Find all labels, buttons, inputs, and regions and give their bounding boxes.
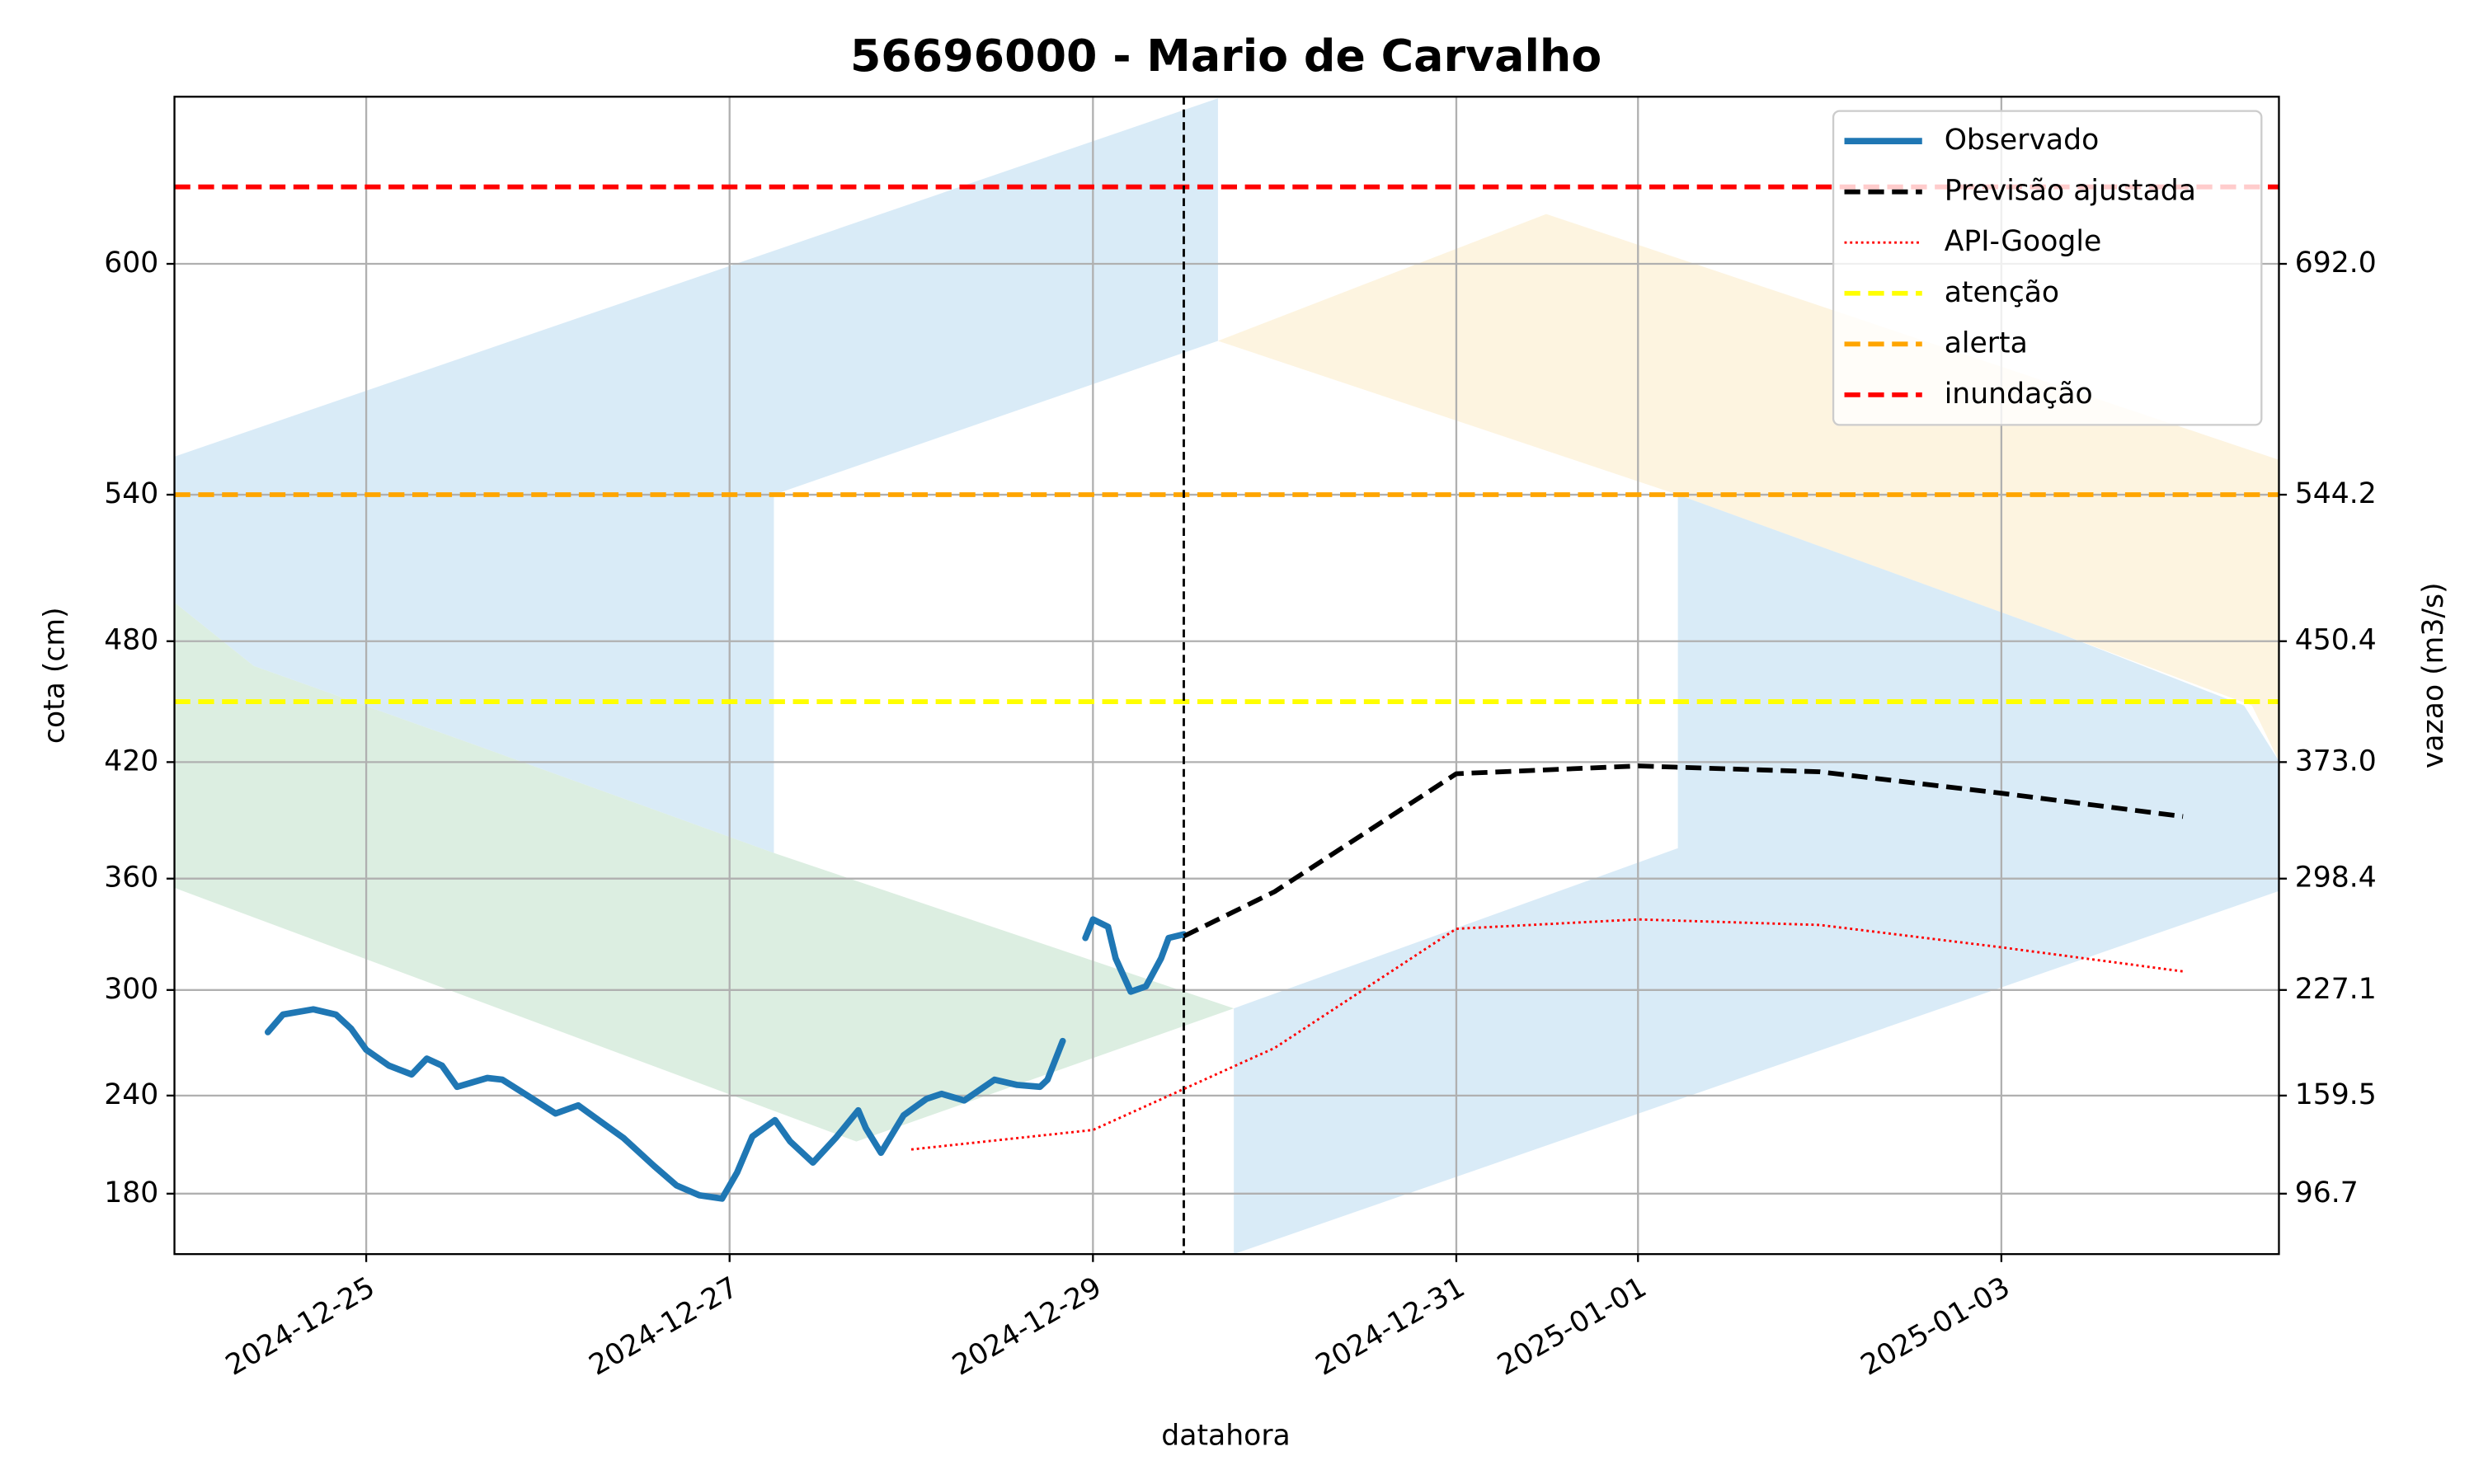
y-tick-label: 420 [104, 744, 158, 777]
y-tick-label: 540 [104, 477, 158, 510]
legend-label: API-Google [1945, 225, 2102, 258]
y2-tick-label: 227.1 [2295, 973, 2377, 1006]
watermark-shape [174, 602, 1235, 1142]
y2-tick-label: 450.4 [2295, 624, 2377, 657]
y2-axis-label: vazao (m3/s) [2417, 582, 2450, 768]
legend-label: Observado [1945, 124, 2100, 157]
y2-tick-label: 544.2 [2295, 477, 2377, 510]
legend: Observado Previsão ajustada API-Google aten… [1832, 110, 2263, 426]
y2-tick-label: 298.4 [2295, 862, 2377, 895]
y-axis-label: cota (cm) [38, 607, 71, 744]
watermark-shape [174, 98, 1218, 853]
series-line [910, 918, 2184, 1151]
watermark-shape [1234, 495, 2279, 1255]
y2-tick-label: 692.0 [2295, 247, 2377, 279]
plot-area [174, 96, 2279, 1255]
y2-tick-label: 96.7 [2295, 1176, 2359, 1209]
series-line [264, 916, 1188, 1202]
series-line [1183, 763, 2184, 939]
y-tick-label: 300 [104, 973, 158, 1006]
legend-label: Previsão ajustada [1945, 175, 2196, 208]
y-tick-label: 480 [104, 624, 158, 657]
chart-title: 56696000 - Mario de Carvalho [850, 30, 1602, 82]
y-tick-label: 600 [104, 247, 158, 279]
legend-label: atenção [1945, 276, 2059, 309]
watermark-shape [1217, 214, 2279, 762]
y2-tick-label: 159.5 [2295, 1078, 2377, 1111]
axes-frame [173, 96, 2280, 1256]
watermark [174, 98, 2279, 1255]
legend-box [1832, 110, 2263, 426]
x-axis-label: datahora [1161, 1419, 1291, 1452]
y-tick-label: 360 [104, 862, 158, 895]
legend-label: alerta [1945, 326, 2028, 359]
y-tick-label: 240 [104, 1078, 158, 1111]
y2-tick-label: 373.0 [2295, 744, 2377, 777]
legend-label: inundação [1945, 378, 2093, 411]
y-tick-label: 180 [104, 1176, 158, 1209]
